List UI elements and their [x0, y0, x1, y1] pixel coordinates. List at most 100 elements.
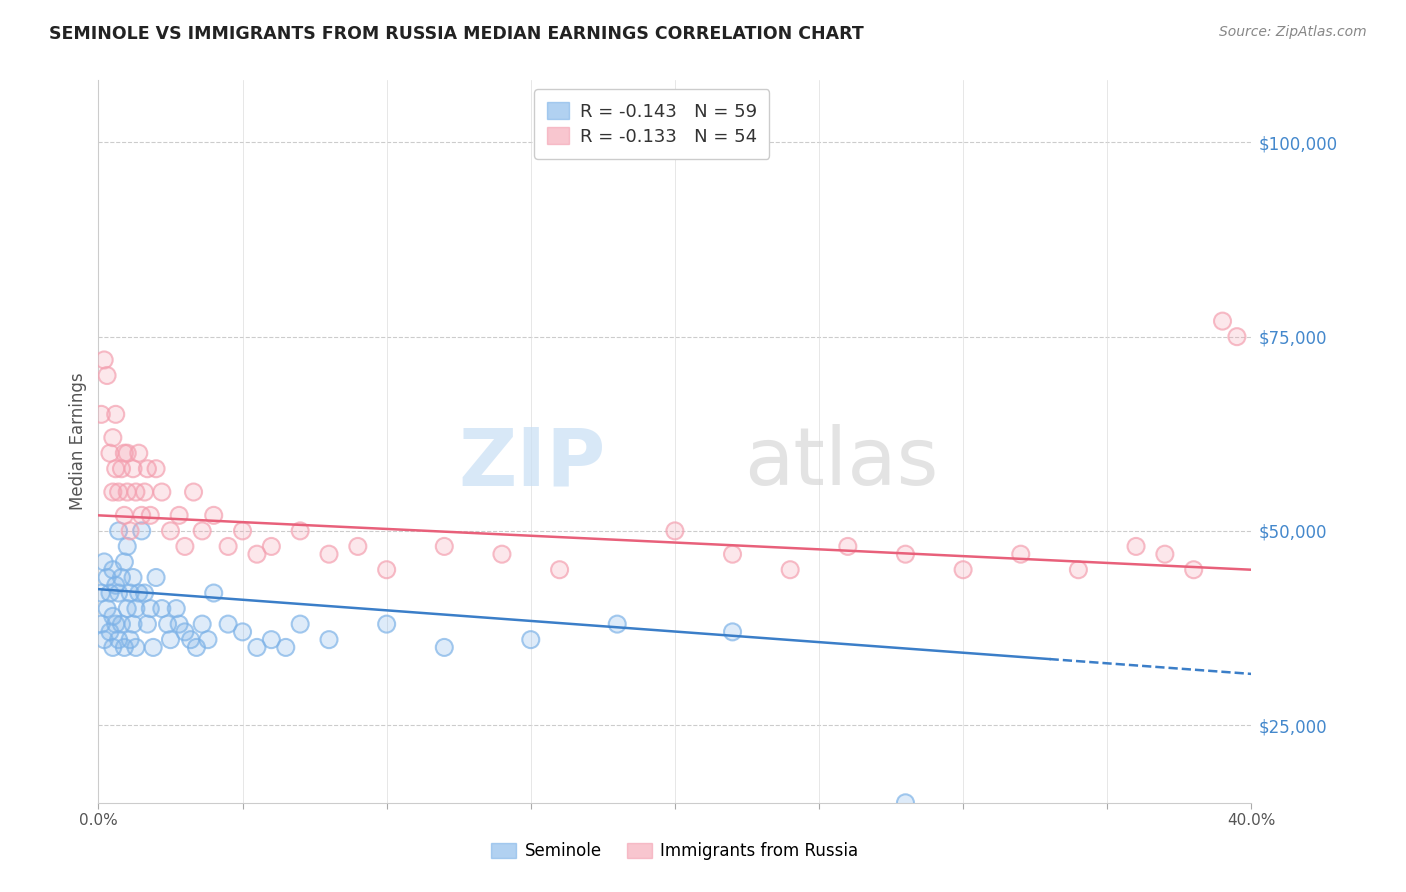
Point	[112, 640, 135, 655]
Point	[433, 640, 456, 655]
Point	[117, 485, 139, 500]
Point	[260, 540, 283, 554]
Point	[548, 563, 571, 577]
Point	[107, 485, 129, 500]
Point	[125, 485, 148, 500]
Point	[375, 617, 398, 632]
Point	[93, 555, 115, 569]
Point	[122, 570, 145, 584]
Point	[128, 586, 150, 600]
Point	[894, 796, 917, 810]
Point	[104, 617, 127, 632]
Point	[231, 524, 254, 538]
Point	[664, 524, 686, 538]
Point	[120, 586, 142, 600]
Point	[156, 617, 179, 632]
Point	[217, 540, 239, 554]
Point	[96, 601, 118, 615]
Point	[136, 617, 159, 632]
Point	[104, 578, 127, 592]
Point	[837, 540, 859, 554]
Point	[318, 547, 340, 561]
Point	[779, 563, 801, 577]
Point	[1125, 540, 1147, 554]
Point	[145, 461, 167, 475]
Point	[107, 586, 129, 600]
Text: atlas: atlas	[744, 425, 938, 502]
Point	[191, 524, 214, 538]
Point	[101, 609, 124, 624]
Point	[125, 601, 148, 615]
Point	[165, 601, 187, 615]
Point	[721, 547, 744, 561]
Point	[894, 796, 917, 810]
Point	[104, 578, 127, 592]
Point	[104, 461, 127, 475]
Point	[117, 446, 139, 460]
Point	[318, 632, 340, 647]
Point	[202, 586, 225, 600]
Point	[110, 617, 132, 632]
Point	[159, 524, 181, 538]
Point	[231, 624, 254, 639]
Point	[101, 431, 124, 445]
Point	[606, 617, 628, 632]
Point	[98, 446, 121, 460]
Point	[112, 555, 135, 569]
Point	[122, 461, 145, 475]
Point	[142, 640, 165, 655]
Point	[202, 586, 225, 600]
Point	[101, 485, 124, 500]
Text: ZIP: ZIP	[458, 425, 606, 502]
Point	[120, 632, 142, 647]
Point	[142, 640, 165, 655]
Point	[90, 586, 112, 600]
Point	[120, 524, 142, 538]
Point	[98, 446, 121, 460]
Point	[145, 461, 167, 475]
Point	[117, 601, 139, 615]
Point	[136, 461, 159, 475]
Point	[120, 632, 142, 647]
Point	[131, 524, 153, 538]
Point	[217, 617, 239, 632]
Point	[346, 540, 368, 554]
Point	[101, 431, 124, 445]
Point	[134, 586, 156, 600]
Point	[894, 547, 917, 561]
Point	[375, 563, 398, 577]
Point	[117, 540, 139, 554]
Point	[131, 524, 153, 538]
Point	[1067, 563, 1090, 577]
Point	[290, 617, 312, 632]
Point	[894, 547, 917, 561]
Point	[837, 540, 859, 554]
Point	[112, 446, 135, 460]
Point	[104, 408, 127, 422]
Point	[167, 508, 190, 523]
Point	[186, 640, 208, 655]
Point	[721, 547, 744, 561]
Point	[1154, 547, 1177, 561]
Point	[128, 446, 150, 460]
Point	[107, 632, 129, 647]
Point	[664, 524, 686, 538]
Point	[318, 632, 340, 647]
Point	[491, 547, 513, 561]
Point	[290, 524, 312, 538]
Point	[1154, 547, 1177, 561]
Point	[433, 540, 456, 554]
Point	[183, 485, 205, 500]
Point	[93, 353, 115, 368]
Point	[117, 540, 139, 554]
Point	[112, 508, 135, 523]
Point	[139, 601, 162, 615]
Point	[93, 632, 115, 647]
Point	[90, 617, 112, 632]
Point	[125, 485, 148, 500]
Point	[96, 570, 118, 584]
Point	[167, 617, 190, 632]
Point	[375, 617, 398, 632]
Point	[191, 617, 214, 632]
Point	[107, 524, 129, 538]
